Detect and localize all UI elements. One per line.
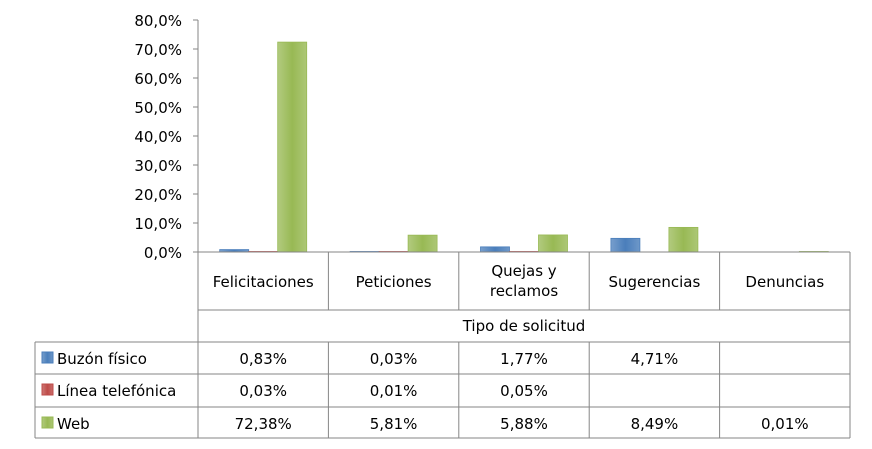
- y-tick-label: 60,0%: [134, 70, 182, 88]
- y-tick-label: 70,0%: [134, 41, 182, 59]
- data-label: 1,77%: [500, 350, 548, 368]
- legend-label: Línea telefónica: [57, 382, 176, 400]
- legend-key: [41, 383, 54, 396]
- data-label: 0,01%: [761, 415, 809, 433]
- bar-web: [668, 226, 699, 253]
- bar-web: [407, 234, 438, 253]
- y-tick-label: 10,0%: [134, 215, 182, 233]
- y-tick-label: 30,0%: [134, 157, 182, 175]
- data-label: 5,81%: [370, 415, 418, 433]
- x-axis-title: Tipo de solicitud: [462, 317, 586, 335]
- data-label: 0,83%: [239, 350, 287, 368]
- data-label: 8,49%: [631, 415, 679, 433]
- bar-buzón-físico: [610, 237, 641, 253]
- category-label: Peticiones: [356, 273, 432, 291]
- data-label: 0,03%: [370, 350, 418, 368]
- data-label: 72,38%: [235, 415, 292, 433]
- category-label: Felicitaciones: [213, 273, 314, 291]
- legend-label: Buzón físico: [57, 350, 147, 368]
- category-label: reclamos: [490, 282, 558, 300]
- y-tick-label: 50,0%: [134, 99, 182, 117]
- data-label: 5,88%: [500, 415, 548, 433]
- data-label: 0,01%: [370, 382, 418, 400]
- bar-buzón-físico: [480, 246, 510, 253]
- data-label: 0,03%: [239, 382, 287, 400]
- legend-key: [41, 351, 54, 364]
- y-tick-label: 80,0%: [134, 12, 182, 30]
- legend-label: Web: [57, 415, 90, 433]
- y-tick-label: 20,0%: [134, 186, 182, 204]
- y-tick-label: 0,0%: [144, 244, 182, 262]
- category-label: Quejas y: [491, 262, 556, 280]
- legend-key: [41, 416, 54, 429]
- y-tick-label: 40,0%: [134, 128, 182, 146]
- bar-web: [277, 41, 308, 253]
- category-label: Sugerencias: [609, 273, 701, 291]
- bar-web: [538, 234, 568, 253]
- data-label: 4,71%: [631, 350, 679, 368]
- category-label: Denuncias: [745, 273, 824, 291]
- data-label: 0,05%: [500, 382, 548, 400]
